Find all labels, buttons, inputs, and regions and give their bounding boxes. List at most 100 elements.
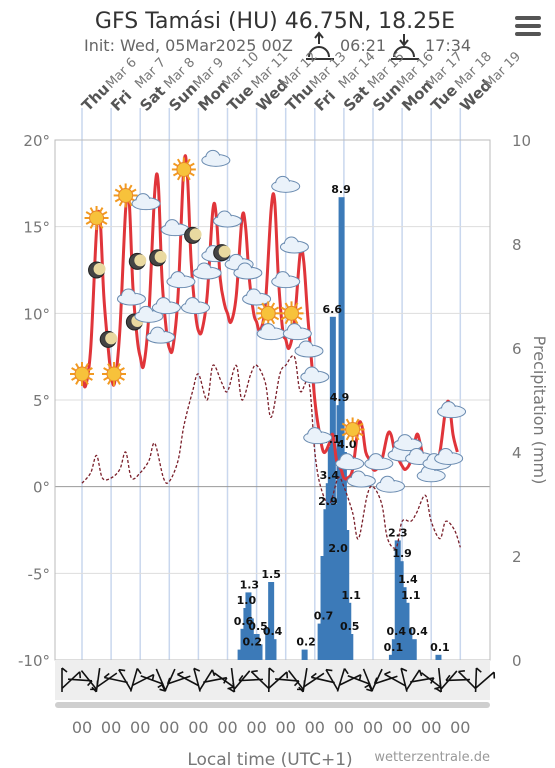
cloud-icon — [271, 175, 301, 193]
sun-icon — [171, 157, 196, 182]
wind-barb — [400, 667, 408, 692]
init-time: Init: Wed, 05Mar2025 00Z — [84, 36, 293, 55]
precip-bar — [270, 639, 277, 660]
sun-icon — [340, 417, 365, 442]
precip-bar — [301, 649, 308, 660]
cloud-icon — [160, 219, 190, 237]
precip-value-label: 0.7 — [314, 610, 334, 623]
cloud-icon — [375, 475, 405, 493]
precip-value-label: 0.5 — [248, 620, 268, 633]
wind-barb — [325, 668, 339, 691]
cloud-icon — [437, 401, 467, 419]
precip-value-label: 0.4 — [263, 625, 283, 638]
precip-value-label: 2.9 — [318, 495, 338, 508]
y-axis-right-label: Precipitation (mm) — [530, 336, 549, 485]
sun-icon — [70, 362, 94, 386]
cloud-icon — [300, 366, 330, 384]
precip-value-label: 0.4 — [387, 625, 407, 638]
precip-value-label: 4.9 — [330, 391, 350, 404]
precip-value-label: 6.6 — [323, 303, 343, 316]
cloud-icon — [364, 453, 394, 471]
cloud-icon — [335, 453, 365, 471]
y-tick-left: -10° — [18, 652, 50, 670]
y-tick-left: 15° — [23, 219, 50, 237]
wind-barb — [193, 667, 201, 692]
wind-barb — [336, 668, 349, 692]
cloud-icon — [346, 470, 376, 488]
precip-value-label: 0.1 — [384, 641, 404, 654]
wind-barb — [166, 675, 191, 685]
sunset-time: 17:34 — [425, 36, 471, 55]
precip-value-label: 0.4 — [408, 625, 428, 638]
moon-icon — [88, 261, 106, 279]
y-tick-left: 10° — [23, 305, 50, 323]
wind-barb — [384, 671, 406, 687]
precip-value-label: 3.4 — [320, 469, 340, 482]
x-tick-label: 00 — [101, 718, 121, 737]
precip-bar — [256, 644, 263, 660]
precip-bar — [247, 618, 254, 660]
precip-value-label: 1.1 — [401, 589, 421, 602]
wind-barb — [420, 672, 442, 690]
precip-bar — [435, 654, 442, 660]
precip-bar — [268, 582, 275, 660]
precip-bar — [406, 628, 413, 660]
x-tick-label: 00 — [72, 718, 92, 737]
wind-barb — [298, 668, 308, 693]
cloud-icon — [279, 236, 309, 254]
sun-icon — [279, 301, 304, 326]
wind-barb — [96, 672, 118, 688]
precip-value-label: 2.0 — [328, 542, 348, 555]
wind-barb — [198, 669, 216, 691]
day-label-date: Mar 6 — [103, 55, 140, 92]
y-tick-right: 4 — [512, 444, 522, 462]
cloud-icon — [146, 326, 176, 344]
sun-icon — [113, 183, 138, 208]
cloud-icon — [242, 288, 272, 306]
wind-barb — [405, 669, 423, 691]
moon-icon — [149, 249, 167, 267]
moon-icon — [99, 330, 118, 348]
x-tick-label: 00 — [363, 718, 383, 737]
cloud-icon — [256, 323, 286, 341]
precip-bar — [347, 634, 354, 660]
wind-barb — [61, 667, 68, 692]
dewpoint-line — [81, 355, 461, 549]
precip-bar — [343, 530, 350, 660]
x-tick-label: 00 — [334, 718, 354, 737]
cloud-icon — [151, 297, 181, 315]
y-tick-right: 2 — [512, 548, 522, 566]
cloud-icon — [303, 427, 333, 445]
sunset-icon — [391, 34, 419, 60]
y-tick-left: 20° — [23, 132, 50, 150]
credit-text: wetterzentrale.de — [374, 750, 490, 765]
cloud-icon — [271, 271, 301, 289]
sunrise-icon — [306, 31, 334, 60]
x-tick-label: 00 — [217, 718, 237, 737]
precip-value-label: 1.9 — [392, 547, 412, 560]
cloud-icon — [116, 288, 146, 306]
cloud-icon — [166, 271, 196, 289]
scroll-bar[interactable] — [55, 702, 490, 708]
x-tick-label: 00 — [130, 718, 150, 737]
x-tick-label: 00 — [392, 718, 412, 737]
wind-barb — [213, 672, 235, 690]
wind-barb — [368, 668, 383, 692]
wind-barb — [373, 675, 398, 685]
wind-barb — [177, 671, 199, 687]
moon-icon — [184, 226, 202, 244]
menu-icon[interactable] — [515, 16, 541, 38]
cloud-icon — [201, 149, 231, 167]
wind-barb — [475, 671, 496, 689]
cloud-icon — [405, 447, 435, 465]
wind-barb — [103, 672, 128, 684]
cloud-icon — [180, 297, 210, 315]
day-label-date: Mar 7 — [132, 55, 169, 92]
cloud-icon — [131, 193, 161, 211]
precip-value-label: 0.2 — [296, 636, 316, 649]
y-tick-right: 8 — [512, 236, 522, 254]
page-title: GFS Tamási (HU) 46.75N, 18.25E — [95, 9, 455, 34]
cloud-icon — [393, 434, 423, 452]
x-tick-label: 00 — [450, 718, 470, 737]
